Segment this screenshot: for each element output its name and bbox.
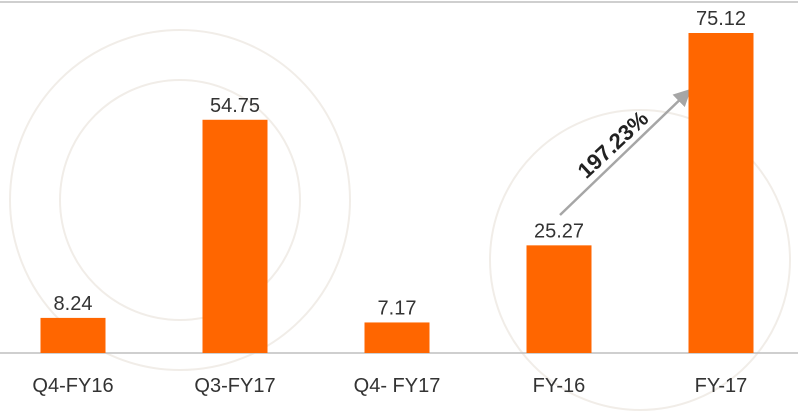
- bar: [202, 119, 268, 353]
- background-pattern: [9, 29, 791, 411]
- x-tick-label: Q4-FY16: [32, 375, 113, 397]
- value-label: 25.27: [534, 220, 584, 242]
- x-tick-label: Q3-FY17: [194, 375, 275, 397]
- x-tick-label: Q4- FY17: [354, 375, 441, 397]
- x-tick-label: FY-16: [533, 375, 586, 397]
- growth-arrow: [559, 88, 692, 216]
- value-label: 8.24: [54, 293, 93, 315]
- value-label: 7.17: [378, 297, 417, 319]
- bar: [364, 322, 430, 353]
- value-label: 54.75: [210, 95, 260, 117]
- bar: [688, 33, 754, 353]
- value-label: 75.12: [696, 8, 746, 30]
- bar: [40, 317, 106, 353]
- x-tick-label: FY-17: [695, 375, 748, 397]
- growth-annotation: 197.23%: [573, 106, 654, 184]
- bar: [526, 245, 592, 353]
